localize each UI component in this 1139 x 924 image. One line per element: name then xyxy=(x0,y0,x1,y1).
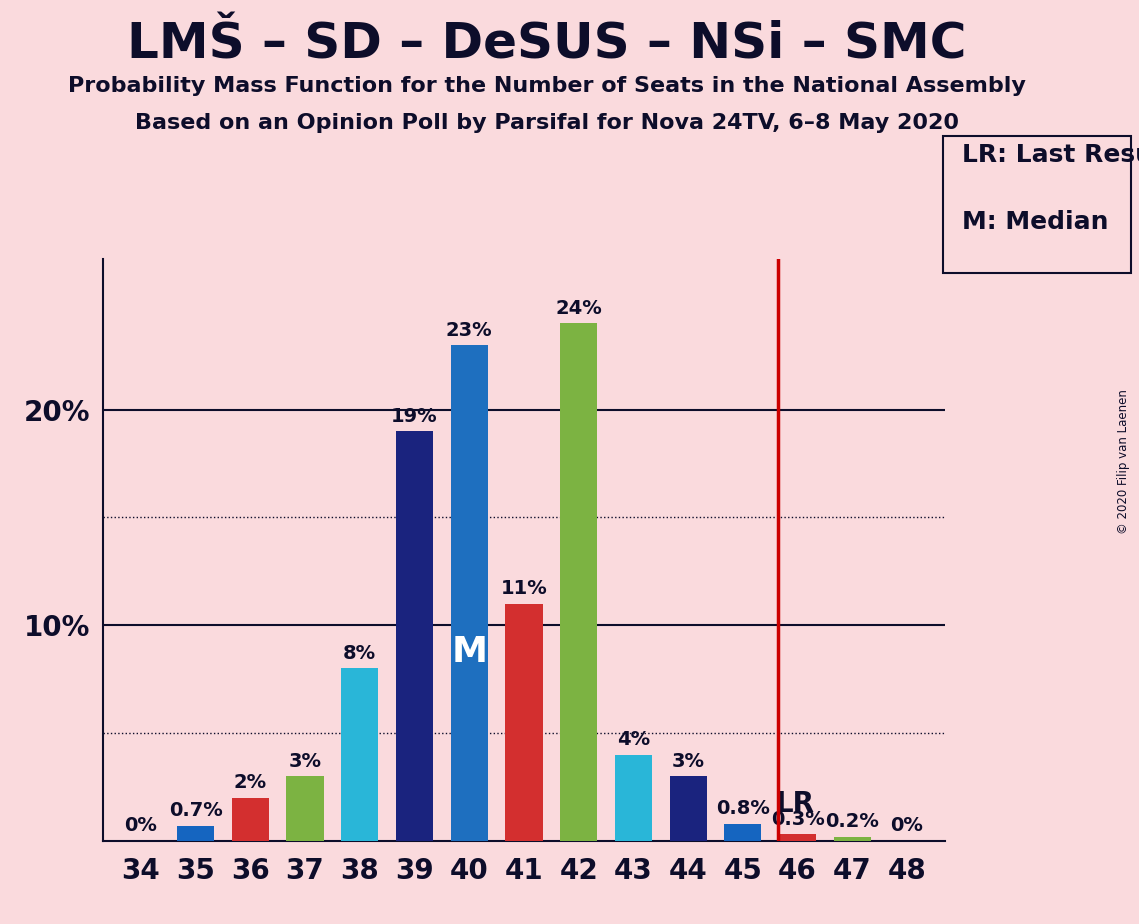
Text: 19%: 19% xyxy=(391,407,437,426)
Text: © 2020 Filip van Laenen: © 2020 Filip van Laenen xyxy=(1117,390,1130,534)
Text: 24%: 24% xyxy=(556,299,603,318)
Text: LMŠ – SD – DeSUS – NSi – SMC: LMŠ – SD – DeSUS – NSi – SMC xyxy=(126,20,967,68)
Text: M: M xyxy=(451,636,487,669)
Bar xyxy=(177,826,214,841)
Bar xyxy=(834,836,871,841)
Text: 3%: 3% xyxy=(672,752,705,771)
Bar xyxy=(231,797,269,841)
Bar xyxy=(670,776,706,841)
Text: 0.2%: 0.2% xyxy=(826,812,879,832)
Text: 0%: 0% xyxy=(891,817,924,835)
Bar xyxy=(396,432,433,841)
Text: 0.7%: 0.7% xyxy=(169,801,222,821)
Text: 11%: 11% xyxy=(500,579,548,599)
Text: 4%: 4% xyxy=(617,730,650,749)
Text: 23%: 23% xyxy=(445,321,492,340)
Bar xyxy=(342,668,378,841)
Bar xyxy=(286,776,323,841)
Bar xyxy=(506,603,542,841)
Text: 0%: 0% xyxy=(124,817,157,835)
Text: 8%: 8% xyxy=(343,644,376,663)
Text: LR: Last Result: LR: Last Result xyxy=(962,143,1139,167)
Text: Probability Mass Function for the Number of Seats in the National Assembly: Probability Mass Function for the Number… xyxy=(68,76,1025,96)
Text: 3%: 3% xyxy=(288,752,321,771)
Text: Based on an Opinion Poll by Parsifal for Nova 24TV, 6–8 May 2020: Based on an Opinion Poll by Parsifal for… xyxy=(134,113,959,133)
Text: 0.3%: 0.3% xyxy=(771,810,825,829)
Bar xyxy=(560,323,597,841)
Text: M: Median: M: Median xyxy=(962,210,1109,234)
Bar xyxy=(724,823,762,841)
Text: 2%: 2% xyxy=(233,773,267,793)
Text: LR: LR xyxy=(776,790,814,819)
Text: 0.8%: 0.8% xyxy=(716,799,770,819)
Bar xyxy=(779,834,817,841)
Bar xyxy=(615,755,652,841)
Bar xyxy=(451,345,487,841)
